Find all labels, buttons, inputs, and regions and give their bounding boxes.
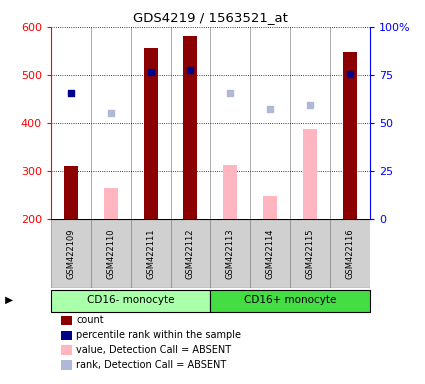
Text: CD16- monocyte: CD16- monocyte	[87, 295, 174, 305]
Bar	[223, 165, 237, 219]
FancyBboxPatch shape	[51, 219, 91, 288]
Text: GSM422115: GSM422115	[306, 228, 314, 279]
Text: GSM422114: GSM422114	[266, 228, 275, 279]
FancyBboxPatch shape	[91, 219, 131, 288]
Text: CD16+ monocyte: CD16+ monocyte	[244, 295, 336, 305]
FancyBboxPatch shape	[51, 290, 210, 312]
FancyBboxPatch shape	[170, 219, 210, 288]
Title: GDS4219 / 1563521_at: GDS4219 / 1563521_at	[133, 11, 288, 24]
Text: GSM422111: GSM422111	[146, 228, 155, 279]
Point	[346, 70, 353, 76]
Bar	[303, 129, 317, 219]
FancyBboxPatch shape	[290, 219, 330, 288]
Text: GSM422112: GSM422112	[186, 228, 195, 279]
Point	[267, 106, 274, 112]
Bar	[263, 196, 277, 219]
FancyBboxPatch shape	[210, 219, 250, 288]
Bar	[64, 166, 78, 219]
Text: percentile rank within the sample: percentile rank within the sample	[76, 330, 241, 340]
Text: count: count	[76, 315, 104, 325]
Text: GSM422113: GSM422113	[226, 228, 235, 279]
FancyBboxPatch shape	[250, 219, 290, 288]
Point	[68, 90, 74, 96]
Point	[187, 67, 194, 73]
Text: value, Detection Call = ABSENT: value, Detection Call = ABSENT	[76, 345, 232, 355]
Text: GSM422110: GSM422110	[106, 228, 115, 279]
Text: GSM422116: GSM422116	[346, 228, 354, 279]
Point	[108, 110, 114, 116]
Text: cell type  ▶: cell type ▶	[0, 295, 13, 305]
FancyBboxPatch shape	[330, 219, 370, 288]
Text: GSM422109: GSM422109	[66, 228, 75, 279]
Bar	[60, 316, 72, 325]
Bar	[60, 331, 72, 340]
Bar	[144, 48, 158, 219]
FancyBboxPatch shape	[210, 290, 370, 312]
Bar	[60, 345, 72, 355]
Bar	[184, 36, 198, 219]
Point	[306, 102, 313, 108]
Text: rank, Detection Call = ABSENT: rank, Detection Call = ABSENT	[76, 360, 227, 370]
Bar	[104, 188, 118, 219]
Bar	[343, 52, 357, 219]
Bar	[60, 360, 72, 370]
Point	[227, 90, 234, 96]
FancyBboxPatch shape	[131, 219, 170, 288]
Point	[147, 68, 154, 74]
